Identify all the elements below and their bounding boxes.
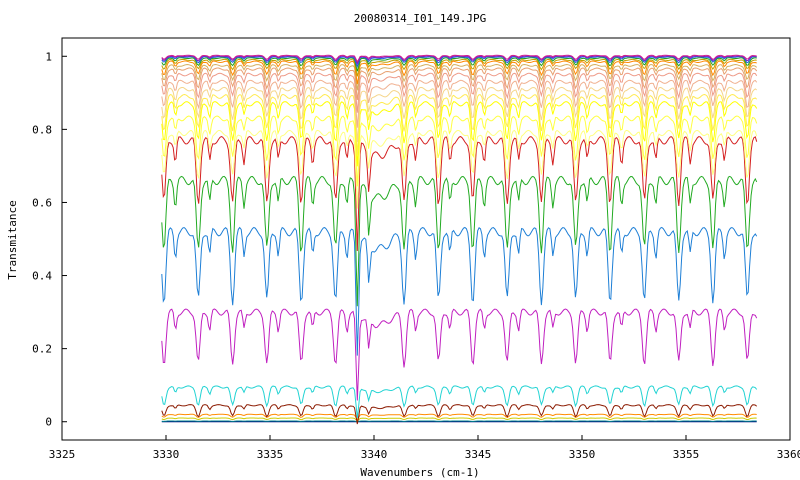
spectrum-series-line [161,129,758,209]
spectrum-series-line [161,72,758,113]
spectrum-series-line [161,417,757,422]
x-tick-label: 3335 [257,448,284,461]
x-tick-label: 3345 [465,448,492,461]
spectrum-series-line [161,385,758,418]
plot-frame [61,37,791,441]
spectrum-series-line [161,404,758,425]
spectrum-series-line [161,63,758,91]
y-tick-label: 0.4 [32,270,52,283]
spectrum-series-line [161,226,758,356]
y-tick-label: 0.6 [32,196,52,209]
spectrum-series-line [161,86,758,143]
spectrum-series-line [161,57,757,72]
x-tick-label: 3330 [153,448,180,461]
spectrum-series-line [161,420,757,423]
x-tick-label: 3360 [777,448,800,461]
spectrum-series-line [161,413,757,421]
spectrum-series-line [161,93,758,155]
spectrum-series-line [161,101,758,167]
spectrum-series-line [161,308,758,401]
spectrum-series-line [161,79,758,128]
y-tick-label: 0.2 [32,343,52,356]
series-layer [161,54,758,425]
x-tick-label: 3340 [361,448,388,461]
y-axis-label: Transmitance [6,200,19,279]
x-axis-label: Wavenumbers (cm-1) [360,466,479,479]
spectrum-series-line [161,60,757,85]
spectrum-series-line [161,136,758,252]
y-tick-label: 1 [45,50,52,63]
spectrum-series-line [161,56,757,69]
spectrum-series-line [161,58,757,77]
x-axis-ticks: 3325 3330 3335 3340 3345 3350 3355 3360 [49,435,800,461]
chart-title: 20080314_I01_149.JPG [354,12,486,25]
spectrum-series-line [161,67,758,101]
y-tick-label: 0.8 [32,123,52,136]
x-tick-label: 3350 [569,448,596,461]
spectrum-series-line [161,115,758,187]
x-tick-label: 3325 [49,448,76,461]
x-tick-label: 3355 [673,448,700,461]
y-axis-ticks: 0 0.2 0.4 0.6 0.8 1 [32,50,67,429]
y-tick-label: 0 [45,416,52,429]
spectrum-series-line [161,54,757,63]
spectrum-series-line [161,175,758,307]
